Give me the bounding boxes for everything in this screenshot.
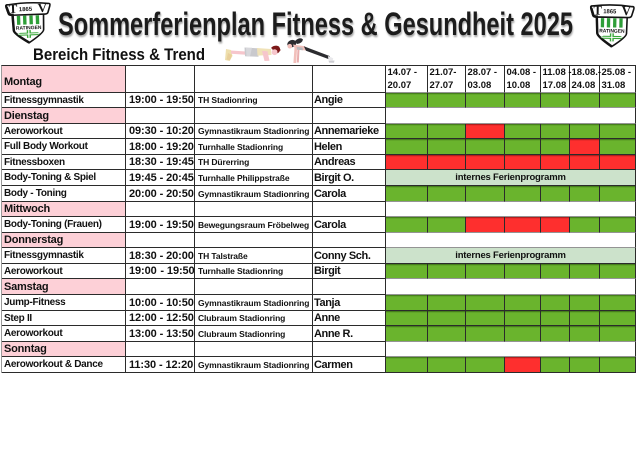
svg-text:1865: 1865	[603, 9, 617, 15]
svg-text:V: V	[37, 1, 48, 15]
svg-text:V: V	[621, 3, 631, 18]
svg-text:RATINGEN: RATINGEN	[15, 25, 41, 32]
svg-text:T: T	[8, 2, 18, 16]
svg-text:RATINGEN: RATINGEN	[599, 29, 625, 36]
svg-text:1865: 1865	[18, 7, 32, 13]
svg-text:T: T	[593, 3, 602, 18]
